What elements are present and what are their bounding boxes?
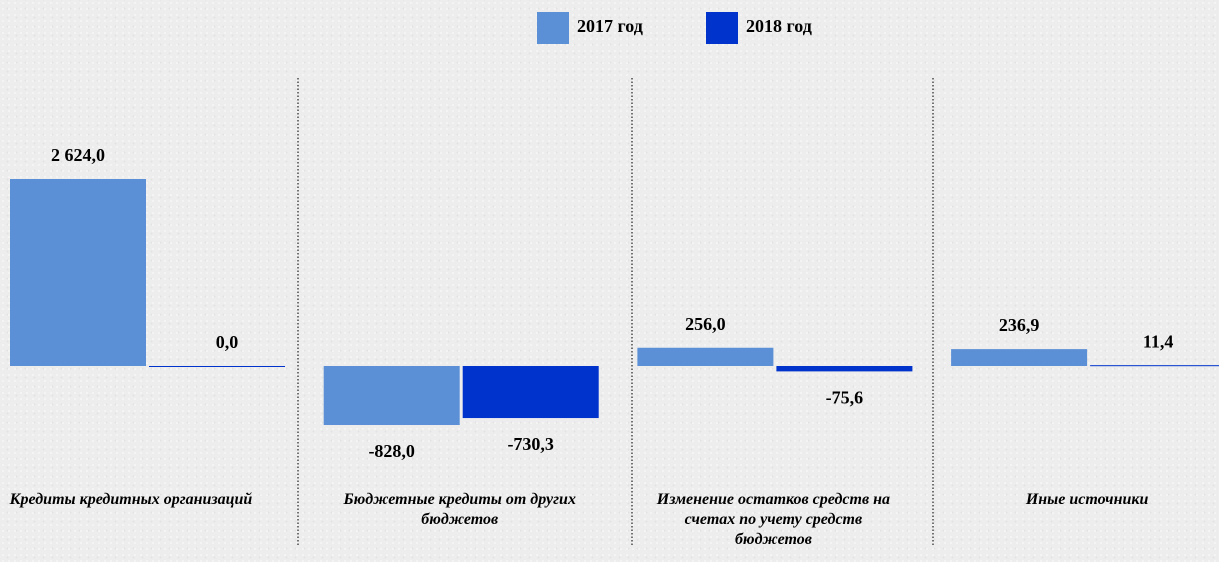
- value-label: 256,0: [685, 314, 726, 334]
- value-label: 0,0: [216, 332, 239, 352]
- category-label: Кредиты кредитных организаций: [9, 491, 253, 508]
- value-label: 236,9: [999, 315, 1040, 335]
- category-label: Иные источники: [1025, 491, 1149, 508]
- value-label: -828,0: [368, 441, 415, 461]
- bar: [637, 347, 774, 366]
- bar: [10, 179, 146, 366]
- value-label: -730,3: [507, 434, 554, 454]
- bar: [149, 366, 285, 367]
- category-label: Изменение остатков средств на счетах по …: [656, 491, 890, 548]
- legend-label: 2018 год: [746, 16, 812, 36]
- value-label: 11,4: [1143, 331, 1174, 351]
- legend-swatch: [537, 12, 569, 44]
- value-label: 2 624,0: [51, 145, 105, 165]
- bar: [776, 366, 913, 372]
- bar: [323, 366, 460, 426]
- bar: [462, 366, 599, 419]
- bar: [951, 349, 1088, 366]
- category-label: Бюджетные кредиты от других бюджетов: [343, 491, 576, 528]
- legend-swatch: [706, 12, 738, 44]
- bar: [1090, 365, 1219, 367]
- legend-label: 2017 год: [577, 16, 643, 36]
- value-label: -75,6: [826, 388, 864, 408]
